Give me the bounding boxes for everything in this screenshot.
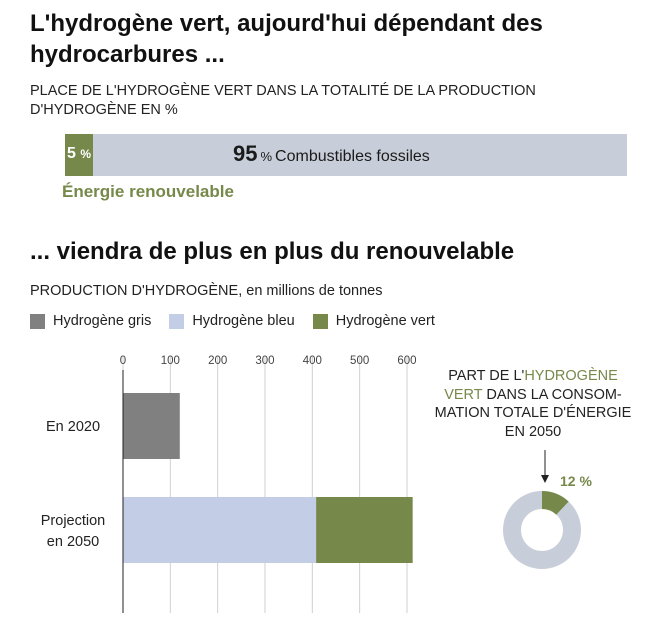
donut-caption-green: HYDROGÈNE VERT <box>444 368 618 403</box>
x-tick-label: 100 <box>161 355 180 367</box>
x-tick-label: 300 <box>255 355 274 367</box>
donut-caption-pre: PART DE L' <box>448 368 525 384</box>
donut-value-label: 12 % <box>560 473 592 489</box>
bar-gris <box>123 393 180 459</box>
share-green-label: 5 % <box>67 145 91 163</box>
donut-pointer-arrow <box>541 475 549 483</box>
donut-caption-post: DANS LA CONSOM-MATION TOTALE D'ÉNERGIE E… <box>434 386 632 440</box>
chart-legend: Hydrogène gris Hydrogène bleu Hydrogène … <box>30 313 453 329</box>
share-chart-subtitle: PLACE DE L'HYDROGÈNE VERT DANS LA TOTALI… <box>30 83 536 118</box>
legend-item-bleu: Hydrogène bleu <box>169 313 295 329</box>
share-bar-green-segment: 5 % <box>65 134 94 176</box>
legend-swatch-vert <box>312 313 328 329</box>
share-grey-unit: % <box>260 149 273 164</box>
share-grey-name: Combustibles fossiles <box>275 148 430 165</box>
share-bar: 5 % 95% Combustibles fossiles <box>65 134 627 176</box>
page-title: L'hydrogène vert, aujourd'hui dépendant … <box>30 10 543 68</box>
legend-swatch-gris <box>30 313 45 329</box>
legend-label-bleu: Hydrogène bleu <box>192 313 295 329</box>
category-label: En 2020 <box>46 419 100 435</box>
x-tick-label: 600 <box>397 355 416 367</box>
share-green-caption: Énergie renouvelable <box>62 182 234 201</box>
share-green-unit: % <box>80 147 92 161</box>
x-tick-label: 0 <box>120 355 126 367</box>
donut-caption: PART DE L'HYDROGÈNE VERT DANS LA CONSOM-… <box>428 367 638 441</box>
legend-item-vert: Hydrogène vert <box>312 313 435 329</box>
x-tick-label: 500 <box>350 355 369 367</box>
legend-label-gris: Hydrogène gris <box>53 313 152 329</box>
bar-bleu <box>123 497 317 563</box>
share-grey-label: 95% Combustibles fossiles <box>233 141 430 167</box>
share-grey-value: 95 <box>233 141 258 166</box>
legend-label-vert: Hydrogène vert <box>335 313 435 329</box>
share-green-value: 5 <box>67 145 76 162</box>
donut-slice-autres <box>503 491 581 569</box>
donut-chart: 12 % <box>503 450 592 569</box>
legend-item-gris: Hydrogène gris <box>30 313 151 329</box>
x-tick-label: 200 <box>208 355 227 367</box>
production-chart-subtitle: PRODUCTION D'HYDROGÈNE, en millions de t… <box>30 283 383 299</box>
bar-vert <box>316 497 413 563</box>
legend-swatch-bleu <box>169 313 185 329</box>
category-label: Projection en 2050 <box>41 513 105 550</box>
x-tick-label: 400 <box>303 355 322 367</box>
production-bar-chart: 0 100 200 300 400 500 600 En 2020 Projection en … <box>41 355 417 613</box>
section-title: ... viendra de plus en plus du renouvela… <box>30 238 515 265</box>
